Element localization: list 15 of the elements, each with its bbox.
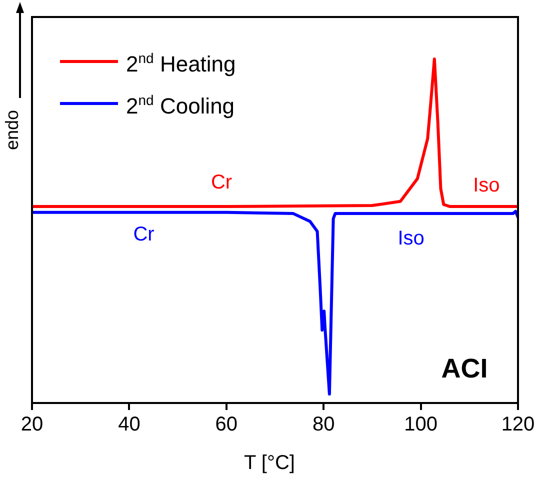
- x-tick-label: 80: [312, 414, 335, 436]
- x-tick-label: 60: [215, 414, 238, 436]
- legend-label: 2$^{nd}$ Cooling: [126, 91, 235, 121]
- legend-label: 2$^{nd}$ Heating: [126, 49, 236, 78]
- y-axis-title: endo: [2, 110, 23, 150]
- x-tick-label: 120: [501, 414, 535, 436]
- x-tick-label: 100: [404, 414, 438, 436]
- annotation: Cr: [210, 171, 232, 194]
- annotation: Cr: [133, 224, 155, 246]
- x-tick-label: 40: [118, 414, 140, 436]
- annotation: Iso: [398, 227, 424, 250]
- x-tick-label: 20: [20, 414, 44, 436]
- annotation: ACI: [441, 354, 488, 384]
- x-axis-title: T [°C]: [243, 452, 296, 475]
- annotation: Iso: [473, 174, 500, 197]
